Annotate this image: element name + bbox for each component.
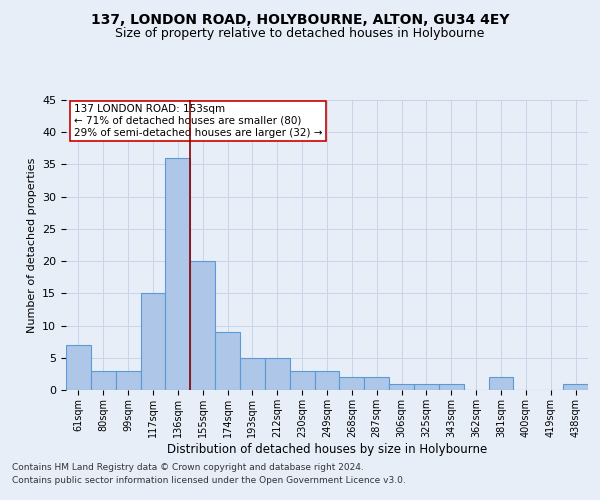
Text: Size of property relative to detached houses in Holybourne: Size of property relative to detached ho… <box>115 28 485 40</box>
Text: Contains HM Land Registry data © Crown copyright and database right 2024.: Contains HM Land Registry data © Crown c… <box>12 464 364 472</box>
Text: Contains public sector information licensed under the Open Government Licence v3: Contains public sector information licen… <box>12 476 406 485</box>
Bar <box>314 370 340 390</box>
Bar <box>290 370 314 390</box>
Bar <box>488 377 514 390</box>
Text: 137, LONDON ROAD, HOLYBOURNE, ALTON, GU34 4EY: 137, LONDON ROAD, HOLYBOURNE, ALTON, GU3… <box>91 12 509 26</box>
Bar <box>116 370 140 390</box>
Bar <box>91 370 116 390</box>
Bar <box>563 384 588 390</box>
X-axis label: Distribution of detached houses by size in Holybourne: Distribution of detached houses by size … <box>167 442 487 456</box>
Bar <box>340 377 364 390</box>
Bar <box>364 377 389 390</box>
Bar <box>389 384 414 390</box>
Bar <box>215 332 240 390</box>
Bar <box>240 358 265 390</box>
Y-axis label: Number of detached properties: Number of detached properties <box>26 158 37 332</box>
Bar <box>265 358 290 390</box>
Bar <box>439 384 464 390</box>
Bar <box>66 345 91 390</box>
Bar <box>140 294 166 390</box>
Bar <box>166 158 190 390</box>
Bar <box>414 384 439 390</box>
Text: 137 LONDON ROAD: 153sqm
← 71% of detached houses are smaller (80)
29% of semi-de: 137 LONDON ROAD: 153sqm ← 71% of detache… <box>74 104 322 138</box>
Bar <box>190 261 215 390</box>
